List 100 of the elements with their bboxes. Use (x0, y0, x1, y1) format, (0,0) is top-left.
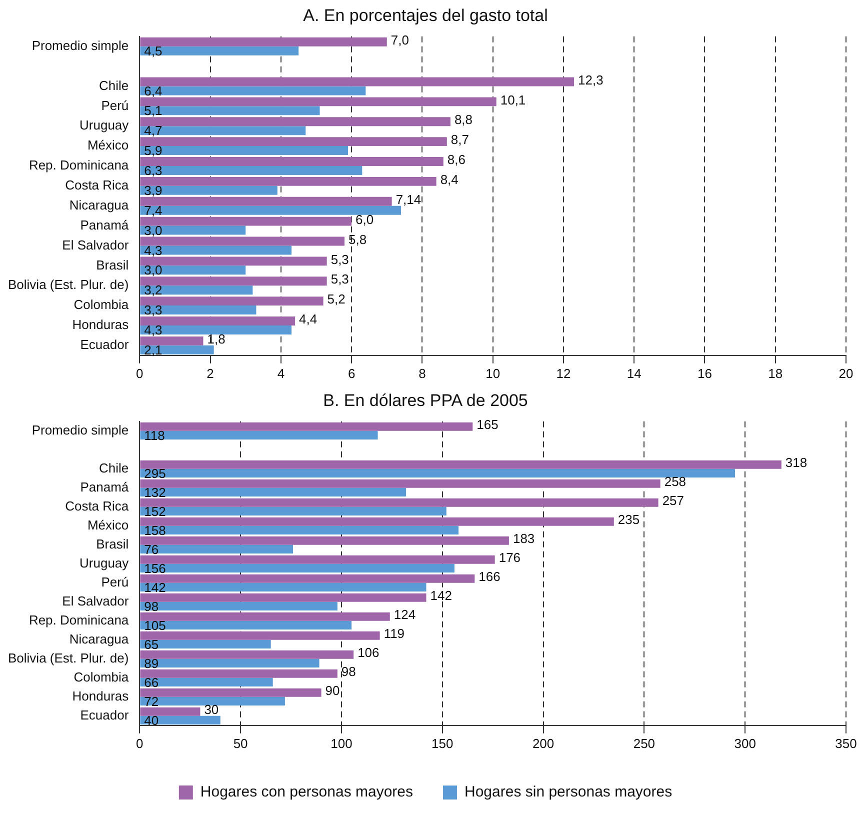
x-tick-label: 150 (432, 736, 454, 751)
y-tick-label: El Salvador (62, 237, 130, 252)
data-label: 89 (144, 656, 159, 671)
y-tick-label: Nicaragua (69, 197, 130, 212)
bar (140, 612, 390, 621)
bar (140, 707, 200, 716)
x-tick-label: 6 (348, 366, 356, 381)
x-tick-label: 0 (136, 736, 144, 751)
x-tick-label: 20 (838, 366, 854, 381)
bar (140, 316, 296, 326)
data-label: 66 (144, 674, 159, 690)
data-label: 183 (512, 531, 535, 546)
bar (140, 286, 253, 295)
data-label: 76 (144, 542, 159, 557)
y-tick-label: Bolivia (Est. Plur. de) (8, 650, 129, 666)
data-label: 10,1 (500, 92, 526, 108)
data-label: 132 (144, 484, 166, 500)
legend-label: Hogares con personas mayores (200, 784, 414, 801)
y-tick-label: Brasil (96, 536, 129, 552)
data-label: 7,0 (390, 32, 409, 48)
bar (140, 658, 320, 668)
bar (140, 37, 387, 46)
data-label: 4,3 (144, 242, 162, 258)
y-tick-label: Chile (99, 78, 129, 93)
bar (140, 688, 322, 697)
bar (140, 593, 426, 602)
y-tick-label: Rep. Dominicana (28, 158, 130, 173)
y-tick-label: Chile (99, 460, 129, 476)
bar (140, 246, 292, 255)
chart-title: B. En dólares PPA de 2005 (323, 390, 528, 410)
x-tick-label: 10 (486, 366, 500, 381)
x-tick-label: 0 (136, 366, 144, 381)
data-label: 30 (204, 702, 219, 718)
bar (140, 137, 447, 146)
y-tick-label: Uruguay (80, 555, 130, 570)
data-label: 8,8 (454, 112, 473, 128)
data-label: 8,4 (440, 172, 458, 188)
bar (140, 422, 473, 431)
data-label: 5,9 (144, 143, 162, 158)
bar (140, 46, 299, 56)
y-tick-label: Honduras (72, 688, 130, 704)
bar (140, 296, 324, 306)
y-tick-label: Uruguay (80, 118, 130, 133)
bar (140, 460, 782, 469)
y-tick-label: Colombia (74, 669, 130, 684)
x-tick-label: 50 (233, 736, 248, 751)
bar (140, 640, 271, 648)
data-label: 176 (498, 550, 521, 566)
data-label: 65 (144, 636, 159, 652)
data-label: 142 (430, 588, 452, 604)
bar (140, 620, 352, 630)
data-label: 8,7 (450, 132, 469, 148)
bar (140, 479, 660, 488)
legend-label: Hogares sin personas mayores (464, 784, 672, 801)
bar (140, 176, 436, 186)
bar (140, 574, 475, 583)
data-label: 5,3 (330, 252, 349, 267)
bar (140, 97, 496, 106)
bar (140, 536, 509, 545)
data-label: 158 (144, 522, 166, 538)
data-label: 40 (144, 712, 159, 728)
bar (140, 206, 402, 215)
data-label: 12,3 (578, 72, 604, 88)
data-label: 3,3 (144, 302, 162, 318)
data-label: 152 (144, 504, 166, 519)
bar (140, 555, 495, 564)
data-label: 3,0 (144, 222, 162, 238)
x-tick-label: 14 (626, 366, 642, 381)
bar (140, 544, 294, 554)
x-tick-label: 100 (330, 736, 352, 751)
bar (140, 582, 426, 592)
y-tick-label: Perú (101, 574, 129, 590)
bar (140, 345, 214, 354)
data-label: 6,0 (356, 212, 374, 227)
data-label: 1,8 (207, 332, 226, 347)
bar (140, 650, 354, 659)
y-tick-label: Rep. Dominicana (28, 612, 130, 628)
data-label: 105 (144, 618, 166, 633)
data-label: 165 (476, 417, 498, 432)
bar (140, 196, 392, 206)
bar (140, 564, 454, 572)
data-label: 142 (144, 580, 166, 595)
bar (140, 106, 320, 116)
data-label: 295 (144, 466, 166, 481)
bar (140, 488, 406, 496)
data-label: 235 (618, 512, 640, 528)
data-label: 4,4 (299, 312, 318, 327)
y-tick-label: Costa Rica (65, 498, 130, 514)
y-tick-label: Costa Rica (65, 178, 130, 193)
bar (140, 186, 278, 195)
y-tick-label: Promedio simple (32, 422, 129, 438)
x-tick-label: 16 (697, 366, 712, 381)
bar (140, 325, 292, 334)
y-tick-label: Promedio simple (32, 38, 129, 53)
y-tick-label: Perú (101, 98, 129, 113)
y-tick-label: México (87, 138, 129, 153)
data-label: 98 (341, 664, 356, 680)
y-tick-label: Panamá (80, 479, 130, 494)
bar (140, 216, 352, 226)
bar (140, 166, 362, 175)
